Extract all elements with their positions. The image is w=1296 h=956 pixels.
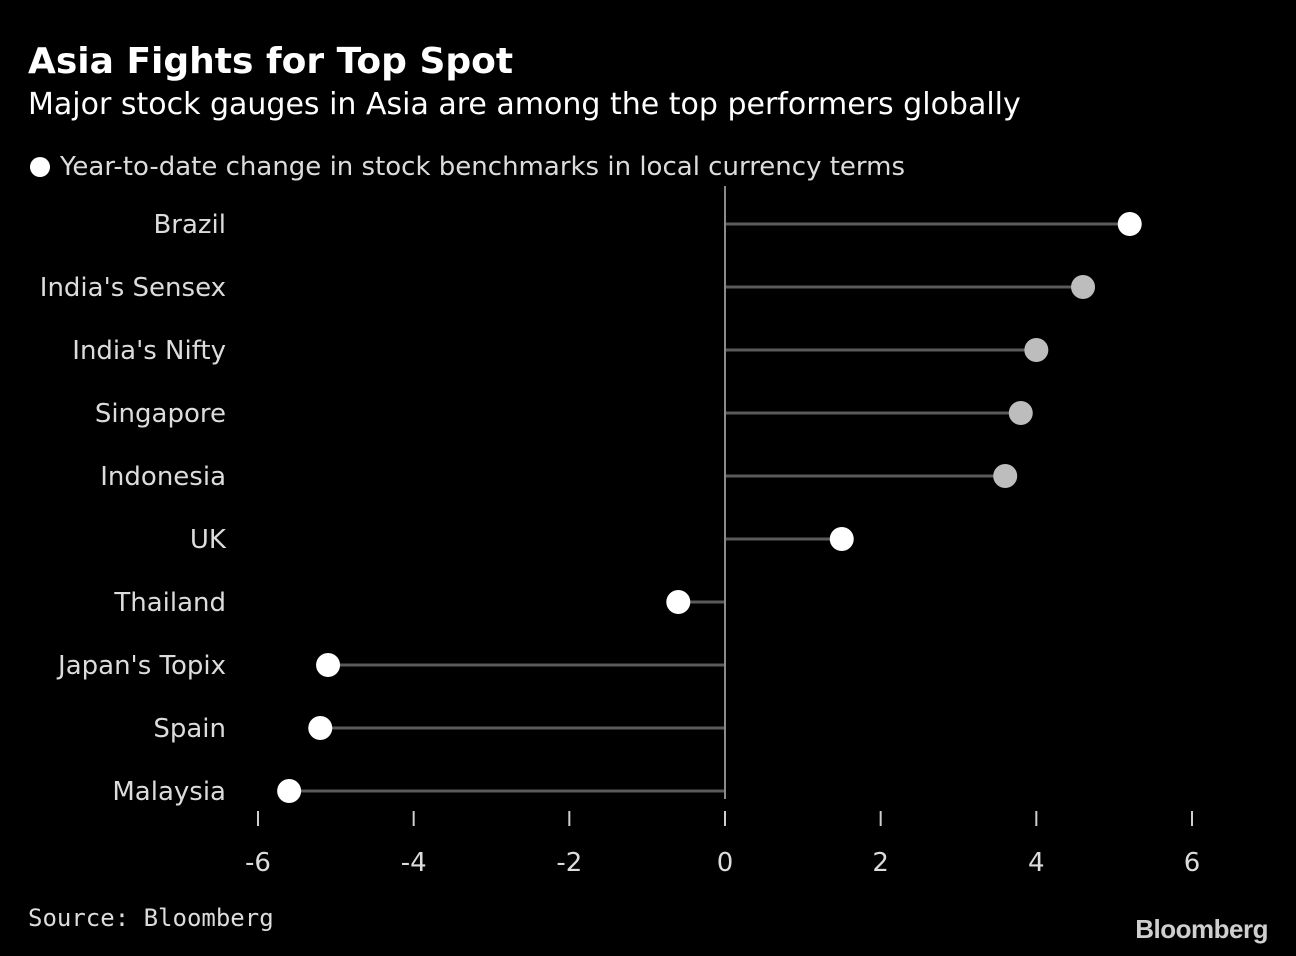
category-label: Thailand [113, 588, 226, 618]
x-tick-label: 4 [1028, 848, 1045, 878]
x-tick-label: -2 [556, 848, 582, 878]
category-label: Singapore [95, 399, 226, 429]
legend-dot-icon [30, 157, 50, 177]
x-tick-label: 6 [1184, 848, 1201, 878]
category-label: Indonesia [100, 462, 226, 492]
bloomberg-logo: Bloomberg [1135, 914, 1268, 944]
data-point [277, 779, 302, 803]
data-point [829, 527, 854, 551]
category-label: Malaysia [112, 777, 226, 807]
category-labels-group: Brazil India's Sensex India's Nifty Singapo… [40, 210, 227, 807]
chart-title: Asia Fights for Top Spot [28, 41, 514, 82]
data-point [993, 464, 1018, 488]
x-tick-label: 0 [717, 848, 734, 878]
category-label: Brazil [153, 210, 226, 240]
x-axis-group: -6 -4 -2 0 2 4 6 [245, 811, 1200, 878]
dots-group [277, 212, 1142, 803]
category-label: India's Nifty [72, 336, 226, 366]
stems-group [289, 222, 1130, 793]
legend-label: Year-to-date change in stock benchmarks … [60, 152, 906, 182]
data-point [666, 590, 691, 614]
data-point [308, 716, 333, 740]
x-tick-label: -6 [245, 848, 271, 878]
category-label: India's Sensex [40, 273, 226, 303]
data-point [316, 653, 341, 677]
category-label: Japan's Topix [56, 651, 226, 681]
data-point [1008, 401, 1033, 425]
source-note: Source: Bloomberg [28, 904, 274, 932]
data-point [1071, 275, 1096, 299]
chart-subtitle: Major stock gauges in Asia are among the… [28, 87, 1021, 122]
category-label: Spain [153, 714, 226, 744]
data-point [1024, 338, 1049, 362]
x-tick-label: 2 [872, 848, 889, 878]
legend: Year-to-date change in stock benchmarks … [30, 150, 905, 184]
x-tick-label: -4 [401, 848, 427, 878]
data-point [1117, 212, 1142, 236]
category-label: UK [190, 525, 227, 555]
